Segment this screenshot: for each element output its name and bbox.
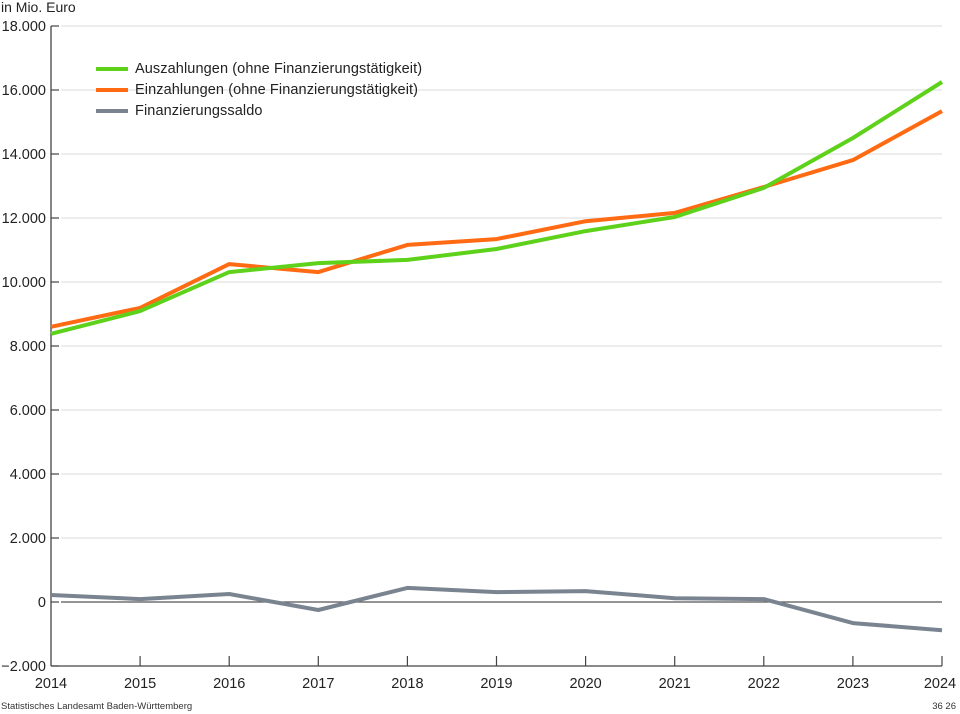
y-tick-label: 2.000 (10, 531, 46, 547)
data-series (50, 80, 944, 633)
x-tick-label: 2024 (924, 676, 956, 692)
legend-item-einzahlungen: Einzahlungen (ohne Finanzierungstätigkei… (96, 79, 422, 100)
series-line-0 (50, 80, 944, 336)
legend-label: Auszahlungen (ohne Finanzierungstätigkei… (135, 60, 423, 77)
x-tick-label: 2022 (748, 676, 780, 692)
x-tick-label: 2017 (302, 676, 334, 692)
legend-swatch-green (96, 66, 128, 71)
chart-code: 36 26 (932, 701, 956, 712)
x-tick-label: 2016 (213, 676, 245, 692)
series-line-2 (50, 585, 943, 633)
legend-swatch-gray (96, 108, 128, 113)
y-tick-label: 6.000 (10, 403, 46, 419)
x-tick-label: 2023 (837, 676, 869, 692)
y-tick-label: 14.000 (2, 147, 46, 163)
legend-label: Einzahlungen (ohne Finanzierungstätigkei… (135, 81, 419, 98)
y-tick-label: −2.000 (1, 659, 46, 675)
y-axis: −2.000 0 2.000 4.000 6.000 8.000 10.000 12.000 1… (1, 19, 59, 675)
y-tick-label: 12.000 (2, 211, 46, 227)
legend-label: Finanzierungssaldo (135, 102, 263, 119)
legend-item-auszahlungen: Auszahlungen (ohne Finanzierungstätigkei… (96, 58, 422, 79)
legend: Auszahlungen (ohne Finanzierungstätigkei… (96, 58, 422, 121)
x-tick-label: 2019 (480, 676, 512, 692)
x-tick-label: 2021 (659, 676, 691, 692)
legend-swatch-orange (96, 87, 128, 92)
y-tick-label: 10.000 (2, 275, 46, 291)
x-tick-label: 2020 (569, 676, 601, 692)
x-tick-label: 2015 (124, 676, 156, 692)
x-tick-label: 2014 (35, 676, 67, 692)
y-tick-label: 4.000 (10, 467, 46, 483)
y-tick-label: 18.000 (2, 19, 46, 35)
series-line-1 (50, 109, 943, 329)
y-axis-unit-label: in Mio. Euro (1, 0, 76, 15)
x-axis: 2014 2015 2016 2017 2018 2019 2020 2021 2022 2023… (35, 656, 956, 692)
source-note: Statistisches Landesamt Baden-Württember… (1, 701, 193, 712)
y-tick-label: 16.000 (2, 83, 46, 99)
legend-item-saldo: Finanzierungssaldo (96, 100, 422, 121)
x-tick-label: 2018 (391, 676, 423, 692)
y-tick-label: 0 (38, 595, 46, 611)
y-tick-label: 8.000 (10, 339, 46, 355)
